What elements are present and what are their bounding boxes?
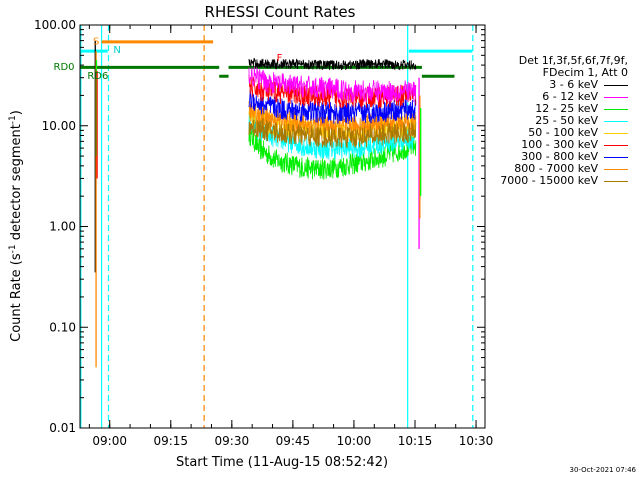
y-axis-label: Count Rate (s-1 detector segment-1): [8, 110, 24, 342]
series-line-12-25-kev: [248, 123, 417, 180]
x-tick-label: 09:45: [276, 434, 311, 448]
legend-swatch: [604, 168, 628, 170]
legend-item-label: 300 - 800 keV: [521, 150, 598, 163]
legend: Det 1f,3f,5f,6f,7f,9f, FDecim 1, Att 0 3…: [492, 55, 632, 187]
legend-swatch: [604, 156, 628, 158]
legend-item-label: 25 - 50 keV: [535, 114, 598, 127]
y-axis-label-mid: detector segment: [9, 124, 24, 244]
y-axis-label-suffix: ): [9, 110, 24, 115]
legend-item-label: 800 - 7000 keV: [514, 162, 598, 175]
x-tick-label: 09:30: [215, 434, 250, 448]
plot-area: S N F RD0 RD6: [54, 25, 474, 428]
legend-item-label: 12 - 25 keV: [535, 102, 598, 115]
x-tick-label: 10:30: [459, 434, 494, 448]
marker-label-rd6: RD6: [87, 71, 108, 82]
marker-label-f: F: [277, 53, 283, 64]
y-axis-label-sup2: -1: [8, 115, 18, 124]
legend-rows: 3 - 6 keV 6 - 12 keV 12 - 25 keV 25 - 50 ke…: [492, 79, 632, 187]
legend-swatch: [604, 120, 628, 122]
legend-item: 800 - 7000 keV: [492, 163, 632, 175]
y-axis-label-sup: -1: [8, 244, 18, 253]
legend-item: 300 - 800 keV: [492, 151, 632, 163]
legend-item-label: 50 - 100 keV: [528, 126, 598, 139]
series-line-6-12-kev: [248, 66, 417, 103]
legend-item-label: 7000 - 15000 keV: [500, 174, 598, 187]
legend-item: 12 - 25 keV: [492, 103, 632, 115]
legend-swatch: [604, 84, 628, 86]
marker-label-n: N: [113, 45, 120, 56]
series-line-300-800-kev: [248, 89, 417, 124]
y-axis-label-prefix: Count Rate (s: [9, 253, 24, 342]
x-tick-label: 09:00: [92, 434, 127, 448]
legend-swatch: [604, 96, 628, 98]
legend-swatch: [604, 108, 628, 110]
y-tick-label: 10.00: [42, 119, 76, 133]
x-axis-label: Start Time (11-Aug-15 08:52:42): [176, 455, 388, 470]
y-tick-label: 100.00: [34, 18, 76, 32]
marker-label-rd0: RD0: [54, 62, 75, 73]
y-tick-label: 0.01: [49, 421, 76, 435]
legend-item: 7000 - 15000 keV: [492, 175, 632, 187]
legend-swatch: [604, 180, 628, 182]
marker-label-s: S: [93, 37, 99, 48]
legend-item-label: 3 - 6 keV: [549, 78, 598, 91]
x-tick-label: 09:15: [153, 434, 188, 448]
legend-item: 100 - 300 keV: [492, 139, 632, 151]
legend-item: 25 - 50 keV: [492, 115, 632, 127]
legend-swatch: [604, 144, 628, 146]
legend-header-line1: Det 1f,3f,5f,6f,7f,9f,: [518, 54, 628, 67]
footer-timestamp: 30-Oct-2021 07:46: [569, 466, 636, 474]
chart-title: RHESSI Count Rates: [205, 3, 356, 21]
x-tick-label: 10:00: [337, 434, 372, 448]
series-line-3-6-kev: [248, 58, 417, 71]
y-tick-label: 1.00: [49, 220, 76, 234]
legend-item: 6 - 12 keV: [492, 91, 632, 103]
y-tick-label: 0.10: [49, 320, 76, 334]
legend-swatch: [604, 132, 628, 134]
series-line-7000-15000-kev: [248, 118, 417, 149]
x-tick-label: 10:15: [398, 434, 433, 448]
legend-item-label: 100 - 300 keV: [521, 138, 598, 151]
legend-header-line2: FDecim 1, Att 0: [542, 66, 628, 79]
legend-item: 50 - 100 keV: [492, 127, 632, 139]
legend-item: 3 - 6 keV: [492, 79, 632, 91]
legend-item-label: 6 - 12 keV: [542, 90, 598, 103]
y-axis: 0.01 0.10 1.00 10.00 100.00: [34, 18, 485, 435]
x-axis: 09:00 09:15 09:30 09:45 10:00 10:15 10:30: [88, 25, 494, 448]
